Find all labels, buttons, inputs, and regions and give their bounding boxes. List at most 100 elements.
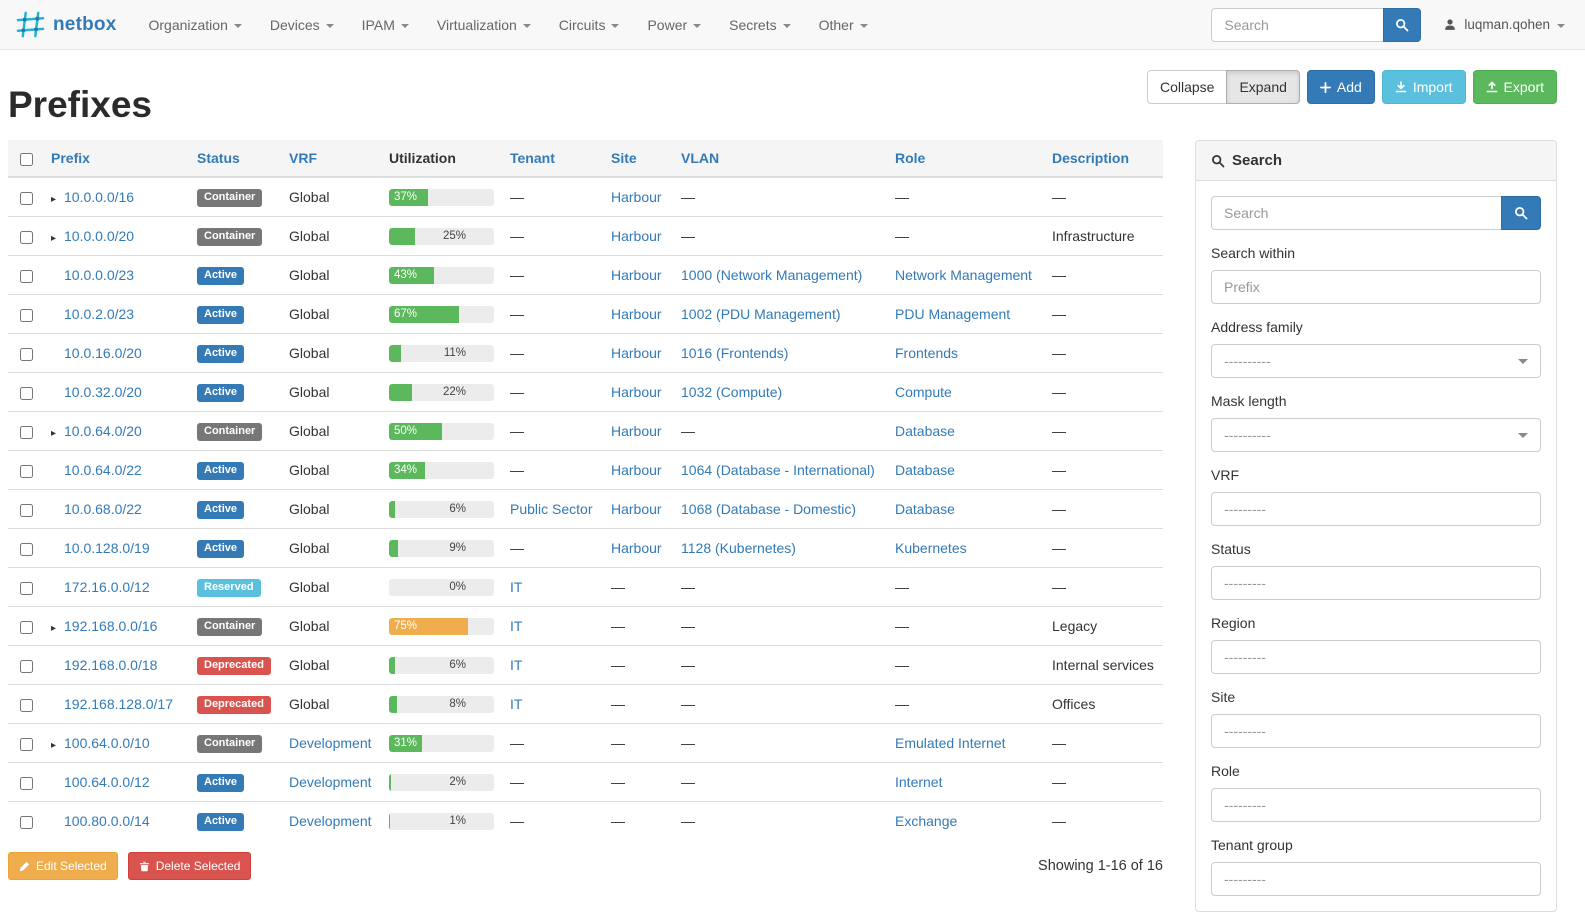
column-sort-link[interactable]: Status (197, 150, 240, 166)
role-link[interactable]: Database (895, 423, 955, 439)
row-checkbox[interactable] (20, 698, 33, 712)
row-checkbox[interactable] (20, 620, 33, 634)
prefix-link[interactable]: 10.0.0.0/20 (64, 228, 135, 244)
nav-item-devices[interactable]: Devices (256, 0, 348, 50)
import-button[interactable]: Import (1381, 70, 1466, 104)
role-link[interactable]: Kubernetes (895, 540, 967, 556)
navbar-search-input[interactable] (1211, 7, 1384, 42)
prefix-link[interactable]: 10.0.32.0/20 (64, 384, 142, 400)
prefix-link[interactable]: 10.0.64.0/22 (64, 462, 142, 478)
site-link[interactable]: Harbour (611, 345, 662, 361)
delete-selected-button[interactable]: Delete Selected (127, 852, 252, 880)
site-link[interactable]: Harbour (611, 228, 662, 244)
nav-item-organization[interactable]: Organization (134, 0, 255, 50)
column-sort-link[interactable]: Tenant (510, 150, 555, 166)
vlan-link[interactable]: 1016 (Frontends) (681, 345, 789, 361)
expand-button[interactable]: Expand (1226, 70, 1300, 104)
export-button[interactable]: Export (1472, 70, 1557, 104)
row-checkbox[interactable] (20, 737, 33, 751)
collapse-button[interactable]: Collapse (1146, 70, 1228, 104)
role-link[interactable]: Frontends (895, 345, 959, 361)
netbox-logo[interactable]: netbox (16, 11, 116, 38)
tenant-link[interactable]: Public Sector (510, 501, 593, 517)
row-checkbox[interactable] (20, 581, 33, 595)
filter-tenant-group-select[interactable]: --------- (1211, 862, 1541, 896)
filter-search-within-input[interactable] (1211, 270, 1541, 304)
role-link[interactable]: Database (895, 501, 955, 517)
prefix-link[interactable]: 10.0.64.0/20 (64, 423, 142, 439)
role-link[interactable]: Network Management (895, 267, 1032, 283)
prefix-link[interactable]: 100.64.0.0/12 (64, 774, 150, 790)
filter-vrf-select[interactable]: --------- (1211, 492, 1541, 526)
prefix-link[interactable]: 10.0.68.0/22 (64, 501, 142, 517)
prefix-link[interactable]: 10.0.128.0/19 (64, 540, 150, 556)
vlan-link[interactable]: 1068 (Database - Domestic) (681, 501, 857, 517)
row-checkbox[interactable] (20, 230, 33, 244)
role-link[interactable]: Internet (895, 774, 943, 790)
filter-search-input[interactable] (1211, 196, 1501, 230)
vlan-link[interactable]: 1128 (Kubernetes) (681, 540, 796, 556)
prefix-link[interactable]: 192.168.128.0/17 (64, 696, 173, 712)
role-link[interactable]: Database (895, 462, 955, 478)
row-checkbox[interactable] (20, 308, 33, 322)
edit-selected-button[interactable]: Edit Selected (8, 852, 118, 880)
tenant-link[interactable]: IT (510, 696, 523, 712)
filter-status-select[interactable]: --------- (1211, 566, 1541, 600)
vlan-link[interactable]: 1032 (Compute) (681, 384, 783, 400)
prefix-link[interactable]: 10.0.0.0/16 (64, 189, 135, 205)
prefix-link[interactable]: 100.80.0.0/14 (64, 813, 150, 829)
column-sort-link[interactable]: VLAN (681, 150, 720, 166)
nav-item-power[interactable]: Power (633, 0, 715, 50)
row-checkbox[interactable] (20, 347, 33, 361)
navbar-search-button[interactable] (1383, 7, 1422, 42)
filter-role-select[interactable]: --------- (1211, 788, 1541, 822)
nav-item-virtualization[interactable]: Virtualization (423, 0, 545, 50)
filter-region-select[interactable]: --------- (1211, 640, 1541, 674)
column-sort-link[interactable]: Site (611, 150, 637, 166)
vlan-link[interactable]: 1002 (PDU Management) (681, 306, 841, 322)
column-sort-link[interactable]: VRF (289, 150, 317, 166)
role-link[interactable]: Emulated Internet (895, 735, 1006, 751)
prefix-link[interactable]: 100.64.0.0/10 (64, 735, 150, 751)
site-link[interactable]: Harbour (611, 423, 662, 439)
prefix-link[interactable]: 172.16.0.0/12 (64, 579, 150, 595)
site-link[interactable]: Harbour (611, 540, 662, 556)
row-checkbox[interactable] (20, 815, 33, 829)
site-link[interactable]: Harbour (611, 267, 662, 283)
tenant-link[interactable]: IT (510, 618, 523, 634)
row-checkbox[interactable] (20, 464, 33, 478)
tenant-link[interactable]: IT (510, 657, 523, 673)
vrf-link[interactable]: Development (289, 774, 372, 790)
column-sort-link[interactable]: Description (1052, 150, 1130, 166)
prefix-link[interactable]: 10.0.16.0/20 (64, 345, 142, 361)
row-checkbox[interactable] (20, 269, 33, 283)
role-link[interactable]: Compute (895, 384, 952, 400)
filter-mask-length-select[interactable]: ---------- (1211, 418, 1541, 452)
row-checkbox[interactable] (20, 503, 33, 517)
site-link[interactable]: Harbour (611, 501, 662, 517)
vlan-link[interactable]: 1064 (Database - International) (681, 462, 875, 478)
tenant-link[interactable]: IT (510, 579, 523, 595)
prefix-link[interactable]: 192.168.0.0/18 (64, 657, 158, 673)
site-link[interactable]: Harbour (611, 189, 662, 205)
row-checkbox[interactable] (20, 191, 33, 205)
user-menu[interactable]: luqman.qohen (1443, 17, 1565, 32)
nav-item-secrets[interactable]: Secrets (715, 0, 804, 50)
row-checkbox[interactable] (20, 542, 33, 556)
nav-item-ipam[interactable]: IPAM (348, 0, 423, 50)
column-sort-link[interactable]: Role (895, 150, 926, 166)
filter-site-select[interactable]: --------- (1211, 714, 1541, 748)
prefix-link[interactable]: 10.0.0.0/23 (64, 267, 135, 283)
row-checkbox[interactable] (20, 425, 33, 439)
row-checkbox[interactable] (20, 386, 33, 400)
site-link[interactable]: Harbour (611, 306, 662, 322)
vrf-link[interactable]: Development (289, 813, 372, 829)
select-all-checkbox[interactable] (20, 152, 33, 166)
filter-search-button[interactable] (1501, 196, 1541, 230)
vlan-link[interactable]: 1000 (Network Management) (681, 267, 863, 283)
filter-address-family-select[interactable]: ---------- (1211, 344, 1541, 378)
prefix-link[interactable]: 10.0.2.0/23 (64, 306, 135, 322)
nav-item-other[interactable]: Other (805, 0, 882, 50)
prefix-link[interactable]: 192.168.0.0/16 (64, 618, 158, 634)
role-link[interactable]: Exchange (895, 813, 958, 829)
